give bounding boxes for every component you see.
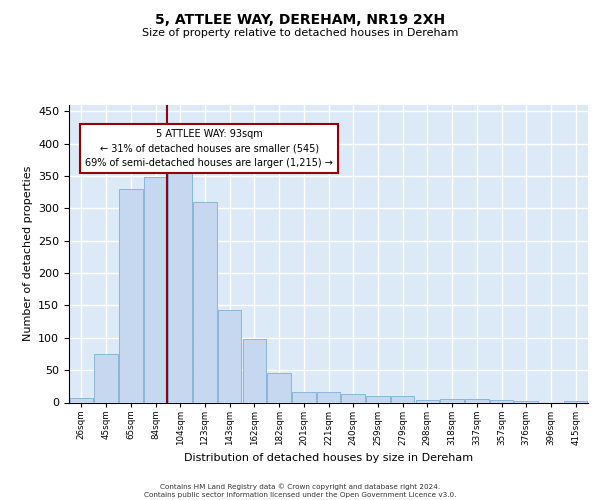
Bar <box>440 398 464 402</box>
Bar <box>490 400 513 402</box>
Bar <box>94 354 118 403</box>
Bar <box>514 401 538 402</box>
Bar <box>416 400 439 402</box>
Text: Contains HM Land Registry data © Crown copyright and database right 2024.
Contai: Contains HM Land Registry data © Crown c… <box>144 484 456 498</box>
Bar <box>391 396 415 402</box>
Bar <box>242 339 266 402</box>
Bar <box>317 392 340 402</box>
Bar <box>144 178 167 402</box>
Bar <box>564 400 587 402</box>
Text: Size of property relative to detached houses in Dereham: Size of property relative to detached ho… <box>142 28 458 38</box>
Bar <box>169 168 192 402</box>
Text: 5, ATTLEE WAY, DEREHAM, NR19 2XH: 5, ATTLEE WAY, DEREHAM, NR19 2XH <box>155 12 445 26</box>
Bar <box>119 189 143 402</box>
Y-axis label: Number of detached properties: Number of detached properties <box>23 166 32 342</box>
Bar <box>218 310 241 402</box>
X-axis label: Distribution of detached houses by size in Dereham: Distribution of detached houses by size … <box>184 454 473 464</box>
Bar <box>366 396 389 402</box>
Bar <box>465 398 488 402</box>
Bar <box>193 202 217 402</box>
Bar <box>341 394 365 402</box>
Bar <box>292 392 316 402</box>
Bar <box>268 373 291 402</box>
Text: 5 ATTLEE WAY: 93sqm
← 31% of detached houses are smaller (545)
69% of semi-detac: 5 ATTLEE WAY: 93sqm ← 31% of detached ho… <box>85 129 333 168</box>
Bar <box>70 398 93 402</box>
